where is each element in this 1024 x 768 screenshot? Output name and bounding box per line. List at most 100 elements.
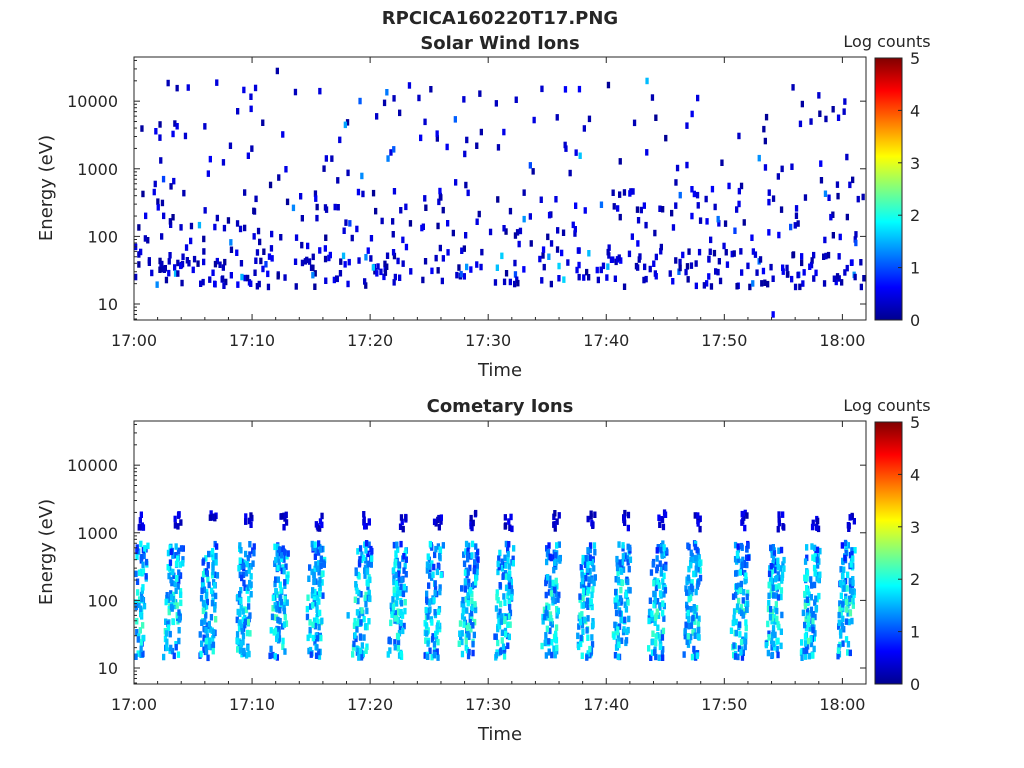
heatmap-cell xyxy=(241,638,245,646)
heatmap-cell xyxy=(577,273,581,281)
heatmap-cell xyxy=(173,120,177,127)
heatmap-cell xyxy=(773,618,777,625)
heatmap-cell xyxy=(690,606,694,613)
heatmap-cell xyxy=(140,125,144,132)
heatmap-cell xyxy=(173,515,177,523)
heatmap-cell xyxy=(581,587,586,595)
heatmap-cell xyxy=(545,545,549,552)
heatmap-cell xyxy=(359,654,364,661)
heatmap-cell xyxy=(441,255,445,262)
heatmap-cell xyxy=(252,207,256,215)
heatmap-cell xyxy=(134,570,138,578)
heatmap-cell xyxy=(323,245,327,252)
heatmap-cell xyxy=(308,631,312,639)
heatmap-cell xyxy=(356,548,360,555)
heatmap-cell xyxy=(736,543,740,550)
heatmap-cell xyxy=(509,513,513,521)
heatmap-cell xyxy=(434,630,438,638)
heatmap-cell xyxy=(779,206,784,213)
heatmap-cell xyxy=(618,191,622,198)
heatmap-cell xyxy=(541,252,545,259)
heatmap-cell xyxy=(732,642,736,649)
heatmap-cell xyxy=(551,596,555,604)
heatmap-cell xyxy=(850,512,854,520)
heatmap-cell xyxy=(774,562,778,569)
heatmap-cell xyxy=(503,570,508,577)
heatmap-cell xyxy=(561,229,566,236)
heatmap-cell xyxy=(261,119,265,126)
heatmap-cell xyxy=(779,546,784,554)
heatmap-cell xyxy=(657,654,661,661)
heatmap-cell xyxy=(470,614,474,621)
heatmap-cell xyxy=(174,644,178,651)
heatmap-cell xyxy=(361,650,365,658)
heatmap-cell xyxy=(407,82,412,89)
heatmap-cell xyxy=(238,619,242,626)
heatmap-cell xyxy=(548,581,552,589)
heatmap-cell xyxy=(780,577,784,584)
heatmap-cell xyxy=(248,612,252,619)
heatmap-cell xyxy=(399,609,403,616)
heatmap-cell xyxy=(399,600,404,607)
heatmap-cell xyxy=(247,596,251,603)
heatmap-cell xyxy=(841,573,845,580)
heatmap-cell xyxy=(394,571,398,579)
heatmap-cell xyxy=(779,587,784,594)
heatmap-cell xyxy=(810,257,814,264)
heatmap-cell xyxy=(420,224,424,232)
heatmap-cell xyxy=(578,618,583,626)
heatmap-cell xyxy=(552,521,556,528)
heatmap-cell xyxy=(379,268,383,276)
heatmap-cell xyxy=(269,645,273,653)
heatmap-cell xyxy=(364,600,368,608)
heatmap-cell xyxy=(674,202,678,209)
heatmap-cell xyxy=(528,162,532,169)
heatmap-cell xyxy=(207,637,211,644)
heatmap-cell xyxy=(798,283,802,291)
heatmap-cell xyxy=(816,576,820,583)
heatmap-cell xyxy=(401,627,405,635)
heatmap-cell xyxy=(544,638,548,645)
heatmap-cell-sample xyxy=(204,637,209,645)
heatmap-cell xyxy=(235,616,239,624)
heatmap-cell xyxy=(509,578,513,586)
heatmap-cell xyxy=(403,562,407,570)
heatmap-cell xyxy=(470,604,475,612)
heatmap-cell xyxy=(800,259,804,267)
heatmap-cell xyxy=(623,519,627,526)
heatmap-cell xyxy=(276,576,280,583)
heatmap-cell xyxy=(433,589,437,597)
heatmap-cell xyxy=(714,268,718,275)
heatmap-cell xyxy=(162,212,166,220)
heatmap-cell xyxy=(245,560,249,568)
heatmap-cell xyxy=(688,637,692,644)
heatmap-cell xyxy=(179,262,183,270)
heatmap-cell xyxy=(291,204,296,212)
heatmap-cell xyxy=(494,652,499,659)
heatmap-cell xyxy=(172,652,176,660)
heatmap-cell xyxy=(235,249,239,256)
heatmap-cell xyxy=(146,237,150,244)
heatmap-cell xyxy=(504,584,509,592)
heatmap-cell xyxy=(853,547,857,554)
heatmap-cell xyxy=(743,643,747,651)
heatmap-cell xyxy=(277,626,281,633)
heatmap-cell xyxy=(686,276,690,283)
heatmap-cell xyxy=(438,187,442,195)
heatmap-cell xyxy=(554,647,558,655)
heatmap-cell xyxy=(315,635,320,642)
heatmap-cell xyxy=(399,514,404,521)
heatmap-cell xyxy=(694,588,698,596)
heatmap-cell xyxy=(588,645,592,653)
heatmap-cell xyxy=(818,110,822,117)
heatmap-cell xyxy=(837,644,841,651)
heatmap-cell xyxy=(135,618,139,625)
heatmap-cell xyxy=(581,558,585,565)
heatmap-cell xyxy=(655,566,659,574)
heatmap-cell xyxy=(837,611,841,619)
heatmap-cell xyxy=(397,570,401,577)
heatmap-cell xyxy=(249,573,253,580)
heatmap-cell xyxy=(332,276,336,284)
heatmap-cell xyxy=(555,518,559,525)
heatmap-cell xyxy=(235,631,240,638)
